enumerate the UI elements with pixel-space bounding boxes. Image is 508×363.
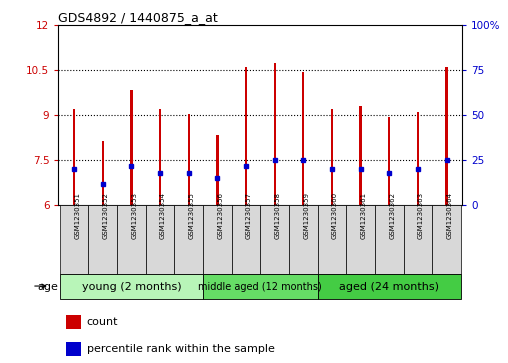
Text: GSM1230351: GSM1230351 — [74, 192, 80, 239]
Text: young (2 months): young (2 months) — [82, 282, 181, 292]
Text: GSM1230360: GSM1230360 — [332, 192, 338, 239]
Bar — [67, 342, 81, 356]
Text: GSM1230357: GSM1230357 — [246, 192, 252, 239]
Bar — [73, 109, 75, 205]
Text: GSM1230363: GSM1230363 — [418, 192, 424, 239]
Text: GSM1230364: GSM1230364 — [447, 192, 453, 239]
Text: aged (24 months): aged (24 months) — [339, 282, 439, 292]
Bar — [375, 205, 403, 274]
Bar — [187, 114, 190, 205]
Bar — [331, 109, 333, 205]
Bar — [216, 135, 218, 205]
Bar — [88, 205, 117, 274]
Bar — [417, 112, 419, 205]
Bar — [102, 141, 104, 205]
Bar — [403, 205, 432, 274]
Bar — [245, 68, 247, 205]
Bar — [60, 205, 88, 274]
Bar — [146, 205, 174, 274]
Text: GSM1230361: GSM1230361 — [361, 192, 367, 239]
Text: GSM1230356: GSM1230356 — [217, 192, 224, 239]
Text: GSM1230359: GSM1230359 — [303, 192, 309, 239]
FancyArrowPatch shape — [35, 284, 46, 288]
Text: GSM1230354: GSM1230354 — [160, 192, 166, 239]
Text: middle aged (12 months): middle aged (12 months) — [199, 282, 322, 292]
Bar — [388, 117, 390, 205]
Bar — [203, 274, 318, 299]
Bar — [273, 63, 276, 205]
Bar — [174, 205, 203, 274]
Bar — [302, 72, 304, 205]
Bar — [232, 205, 261, 274]
Text: age: age — [37, 282, 58, 292]
Bar — [432, 205, 461, 274]
Bar — [60, 274, 203, 299]
Text: GSM1230352: GSM1230352 — [103, 192, 109, 239]
Bar — [446, 68, 448, 205]
Bar — [203, 205, 232, 274]
Bar — [131, 90, 133, 205]
Bar — [318, 274, 461, 299]
Text: GSM1230358: GSM1230358 — [275, 192, 281, 239]
Bar — [346, 205, 375, 274]
Text: GSM1230353: GSM1230353 — [132, 192, 138, 239]
Bar — [289, 205, 318, 274]
Bar — [159, 109, 161, 205]
Bar — [360, 106, 362, 205]
Bar — [261, 205, 289, 274]
Text: count: count — [87, 317, 118, 327]
Bar — [67, 315, 81, 329]
Text: GDS4892 / 1440875_a_at: GDS4892 / 1440875_a_at — [58, 11, 218, 24]
Text: percentile rank within the sample: percentile rank within the sample — [87, 344, 274, 354]
Text: GSM1230355: GSM1230355 — [189, 192, 195, 239]
Text: GSM1230362: GSM1230362 — [389, 192, 395, 239]
Bar — [117, 205, 146, 274]
Bar — [318, 205, 346, 274]
